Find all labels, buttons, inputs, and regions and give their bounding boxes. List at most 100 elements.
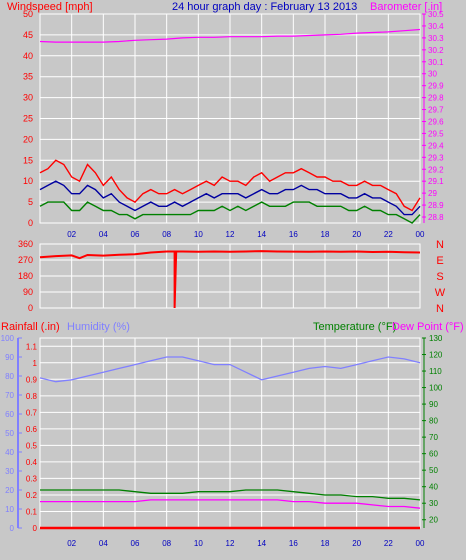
x-tick-label: 00 <box>416 539 425 548</box>
rain-tick-label: 0.2 <box>26 491 38 500</box>
wind-direction-line <box>39 250 421 309</box>
wind-average-line <box>39 180 421 216</box>
x-tick-label: 14 <box>257 539 266 548</box>
dewpoint-line <box>40 499 421 509</box>
right-y-tick-label: 29 <box>428 189 437 198</box>
humidity-tick-label: 20 <box>5 486 14 495</box>
temperature-line <box>40 489 421 501</box>
left-y-tick-label: 35 <box>23 72 33 82</box>
rain-tick-label: 0.6 <box>26 425 38 434</box>
right-y-tick-label: 30.1 <box>428 58 444 67</box>
x-tick-label: 10 <box>194 230 203 239</box>
windspeed-axis-label: Windspeed [mph] <box>7 1 93 13</box>
wind-barometer-panel: 0 5 10 15 20 25 30 35 40 45 50 28.8 28.9 29 29.1 29.2 29… <box>23 9 444 239</box>
rain-tick-label: 0.5 <box>26 441 38 450</box>
right-y-tick-label: 29.1 <box>428 177 444 186</box>
rain-tick-label: 0.4 <box>26 458 38 467</box>
x-tick-label: 00 <box>416 230 425 239</box>
dewpoint-axis-label: Dew Point (°F) <box>392 321 464 333</box>
left-y-tick-label: 25 <box>23 114 33 124</box>
temperature-tick-label: 20 <box>429 516 438 525</box>
left-y-tick-label: 40 <box>23 51 33 61</box>
wind-low-line <box>39 201 421 224</box>
temperature-tick-label: 110 <box>429 367 442 376</box>
humidity-tick-label: 100 <box>1 334 15 343</box>
right-y-tick-label: 30 <box>428 70 437 79</box>
x-tick-label: 16 <box>289 230 298 239</box>
x-tick-label: 12 <box>226 230 235 239</box>
x-tick-label: 04 <box>99 230 108 239</box>
compass-direction-label: S <box>436 271 443 283</box>
x-tick-label: 06 <box>131 230 140 239</box>
right-y-tick-label: 30.4 <box>428 22 444 31</box>
x-tick-label: 04 <box>99 539 108 548</box>
barometer-line <box>39 28 421 43</box>
humidity-axis-label: Humidity (%) <box>67 321 130 333</box>
rain-tick-label: 0.1 <box>26 507 38 516</box>
right-y-tick-label: 29.9 <box>428 82 444 91</box>
right-y-tick-label: 29.6 <box>428 117 444 126</box>
temperature-tick-label: 30 <box>429 499 438 508</box>
left-y-tick-label: 0 <box>28 303 33 313</box>
compass-direction-label: N <box>436 303 444 315</box>
humidity-tick-label: 30 <box>5 467 14 476</box>
barometer-axis-label: Barometer [.in] <box>370 1 442 13</box>
temperature-tick-label: 50 <box>429 466 438 475</box>
x-tick-label: 06 <box>131 539 140 548</box>
left-y-tick-label: 10 <box>23 176 33 186</box>
rain-tick-label: 1.1 <box>26 342 38 351</box>
humidity-tick-label: 0 <box>10 524 15 533</box>
rainfall-axis-label: Rainfall (.in) <box>1 321 60 333</box>
compass-direction-label: W <box>435 287 446 299</box>
temperature-tick-label: 120 <box>429 351 443 360</box>
left-y-tick-label: 270 <box>18 255 33 265</box>
temperature-tick-label: 130 <box>429 334 443 343</box>
right-y-tick-label: 29.3 <box>428 153 444 162</box>
humidity-tick-label: 70 <box>5 391 14 400</box>
x-tick-label: 20 <box>352 539 361 548</box>
left-y-tick-label: 180 <box>18 271 33 281</box>
rain-tick-label: 0.9 <box>26 375 38 384</box>
right-y-tick-label: 30.3 <box>428 34 444 43</box>
rain-humidity-temperature-panel: 010203040506070809010000.10.20.30.40.50.… <box>1 334 443 548</box>
right-y-tick-label: 30.2 <box>428 46 444 55</box>
x-tick-label: 10 <box>194 539 203 548</box>
humidity-tick-label: 50 <box>5 429 14 438</box>
left-y-tick-label: 15 <box>23 155 33 165</box>
graph-title: 24 hour graph day : February 13 2013 <box>172 1 357 13</box>
rain-tick-label: 0.7 <box>26 408 38 417</box>
rain-tick-label: 1 <box>33 359 38 368</box>
humidity-tick-label: 40 <box>5 448 14 457</box>
x-tick-label: 18 <box>321 539 330 548</box>
right-y-tick-label: 29.5 <box>428 129 444 138</box>
left-y-tick-label: 45 <box>23 30 33 40</box>
compass-direction-label: N <box>436 239 444 251</box>
x-tick-label: 08 <box>162 539 171 548</box>
right-y-tick-label: 29.8 <box>428 94 444 103</box>
x-tick-label: 12 <box>226 539 235 548</box>
humidity-line <box>39 356 421 383</box>
humidity-tick-label: 10 <box>5 505 14 514</box>
x-tick-label: 22 <box>384 539 393 548</box>
left-y-tick-label: 30 <box>23 93 33 103</box>
left-y-tick-label: 50 <box>23 9 33 19</box>
windspeed-line <box>39 159 421 212</box>
humidity-tick-label: 80 <box>5 372 14 381</box>
temperature-tick-label: 70 <box>429 433 438 442</box>
x-tick-label: 20 <box>352 230 361 239</box>
temperature-tick-label: 60 <box>429 450 438 459</box>
x-tick-label: 08 <box>162 230 171 239</box>
rain-tick-label: 0.8 <box>26 392 38 401</box>
temperature-tick-label: 40 <box>429 483 438 492</box>
right-y-tick-label: 29.7 <box>428 106 444 115</box>
rain-tick-label: 0 <box>33 524 38 533</box>
humidity-tick-label: 60 <box>5 410 14 419</box>
x-tick-label: 02 <box>67 230 76 239</box>
x-tick-label: 02 <box>67 539 76 548</box>
temperature-tick-label: 80 <box>429 417 438 426</box>
compass-direction-label: E <box>436 255 443 267</box>
temperature-tick-label: 90 <box>429 400 438 409</box>
left-y-tick-label: 90 <box>23 287 33 297</box>
temperature-tick-label: 100 <box>429 384 443 393</box>
